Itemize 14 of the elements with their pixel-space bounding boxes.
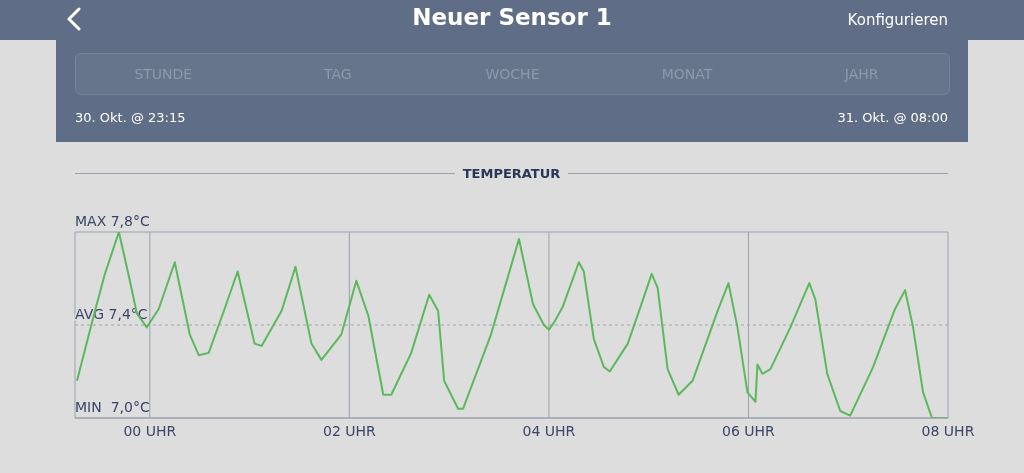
y-tick-label: 7,0°C <box>110 399 150 415</box>
x-tick-label: 06 UHR <box>722 422 776 439</box>
chart-subtitle: TEMPERATUR <box>461 166 562 181</box>
x-tick-label: 04 UHR <box>522 422 576 439</box>
text: MAX <box>75 213 107 229</box>
text: 31. Okt. @ 08:00 <box>837 110 948 125</box>
annotation: MIN <box>75 399 102 415</box>
chart-title: Neuer Sensor 1 <box>412 4 612 30</box>
y-tick-label: 7,8°C <box>110 213 150 229</box>
x-tick-label: 02 UHR <box>322 422 377 439</box>
x-tick-label: 00 UHR <box>123 422 177 439</box>
text: 30. Okt. @ 23:15 <box>75 110 186 125</box>
x-tick-label: 08 UHR <box>921 422 975 439</box>
text: Konfigurieren <box>847 11 948 29</box>
